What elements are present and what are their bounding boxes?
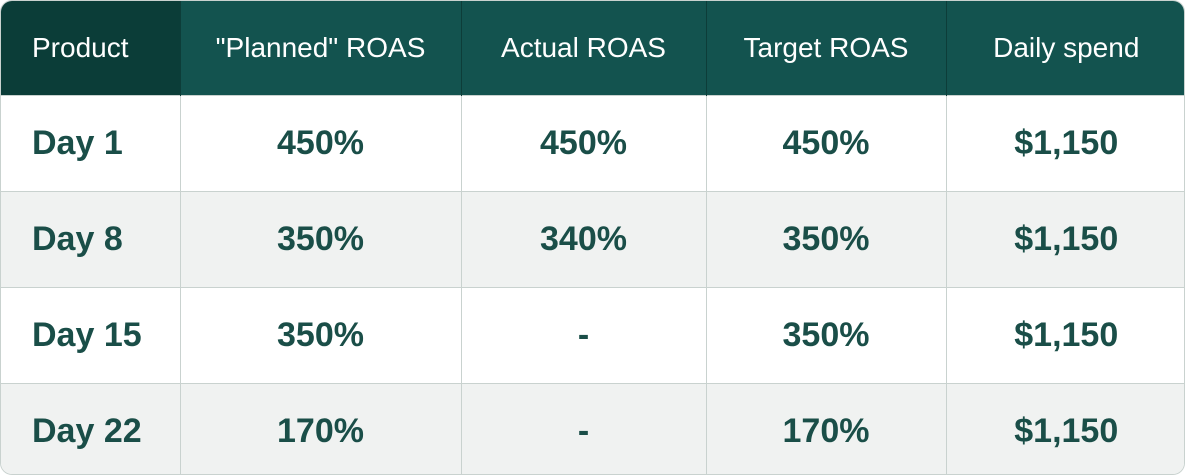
cell-target-roas: 170% bbox=[706, 383, 947, 474]
cell-actual-roas: 340% bbox=[461, 191, 707, 288]
cell-product: Day 8 bbox=[1, 191, 181, 288]
cell-actual-roas: - bbox=[461, 287, 707, 384]
cell-actual-roas: 450% bbox=[461, 95, 707, 192]
header-product: Product bbox=[1, 1, 181, 96]
cell-target-roas: 450% bbox=[706, 95, 947, 192]
cell-planned-roas: 450% bbox=[180, 95, 462, 192]
table-row: Day 22 170% - 170% $1,150 bbox=[1, 383, 1184, 474]
cell-target-roas: 350% bbox=[706, 191, 947, 288]
header-actual-roas: Actual ROAS bbox=[461, 1, 707, 96]
cell-product: Day 15 bbox=[1, 287, 181, 384]
cell-product: Day 22 bbox=[1, 383, 181, 474]
table-header: Product "Planned" ROAS Actual ROAS Targe… bbox=[1, 1, 1184, 96]
header-planned-roas: "Planned" ROAS bbox=[180, 1, 462, 96]
table-row: Day 15 350% - 350% $1,150 bbox=[1, 287, 1184, 384]
cell-planned-roas: 350% bbox=[180, 191, 462, 288]
cell-daily-spend: $1,150 bbox=[946, 383, 1184, 474]
cell-target-roas: 350% bbox=[706, 287, 947, 384]
cell-planned-roas: 170% bbox=[180, 383, 462, 474]
header-daily-spend: Daily spend bbox=[946, 1, 1184, 96]
cell-daily-spend: $1,150 bbox=[946, 287, 1184, 384]
cell-planned-roas: 350% bbox=[180, 287, 462, 384]
table-row: Day 8 350% 340% 350% $1,150 bbox=[1, 191, 1184, 288]
header-row: Product "Planned" ROAS Actual ROAS Targe… bbox=[1, 1, 1184, 96]
cell-daily-spend: $1,150 bbox=[946, 191, 1184, 288]
table-body: Day 1 450% 450% 450% $1,150 Day 8 350% 3… bbox=[1, 95, 1184, 474]
header-target-roas: Target ROAS bbox=[706, 1, 947, 96]
cell-product: Day 1 bbox=[1, 95, 181, 192]
cell-daily-spend: $1,150 bbox=[946, 95, 1184, 192]
cell-actual-roas: - bbox=[461, 383, 707, 474]
table-row: Day 1 450% 450% 450% $1,150 bbox=[1, 95, 1184, 192]
